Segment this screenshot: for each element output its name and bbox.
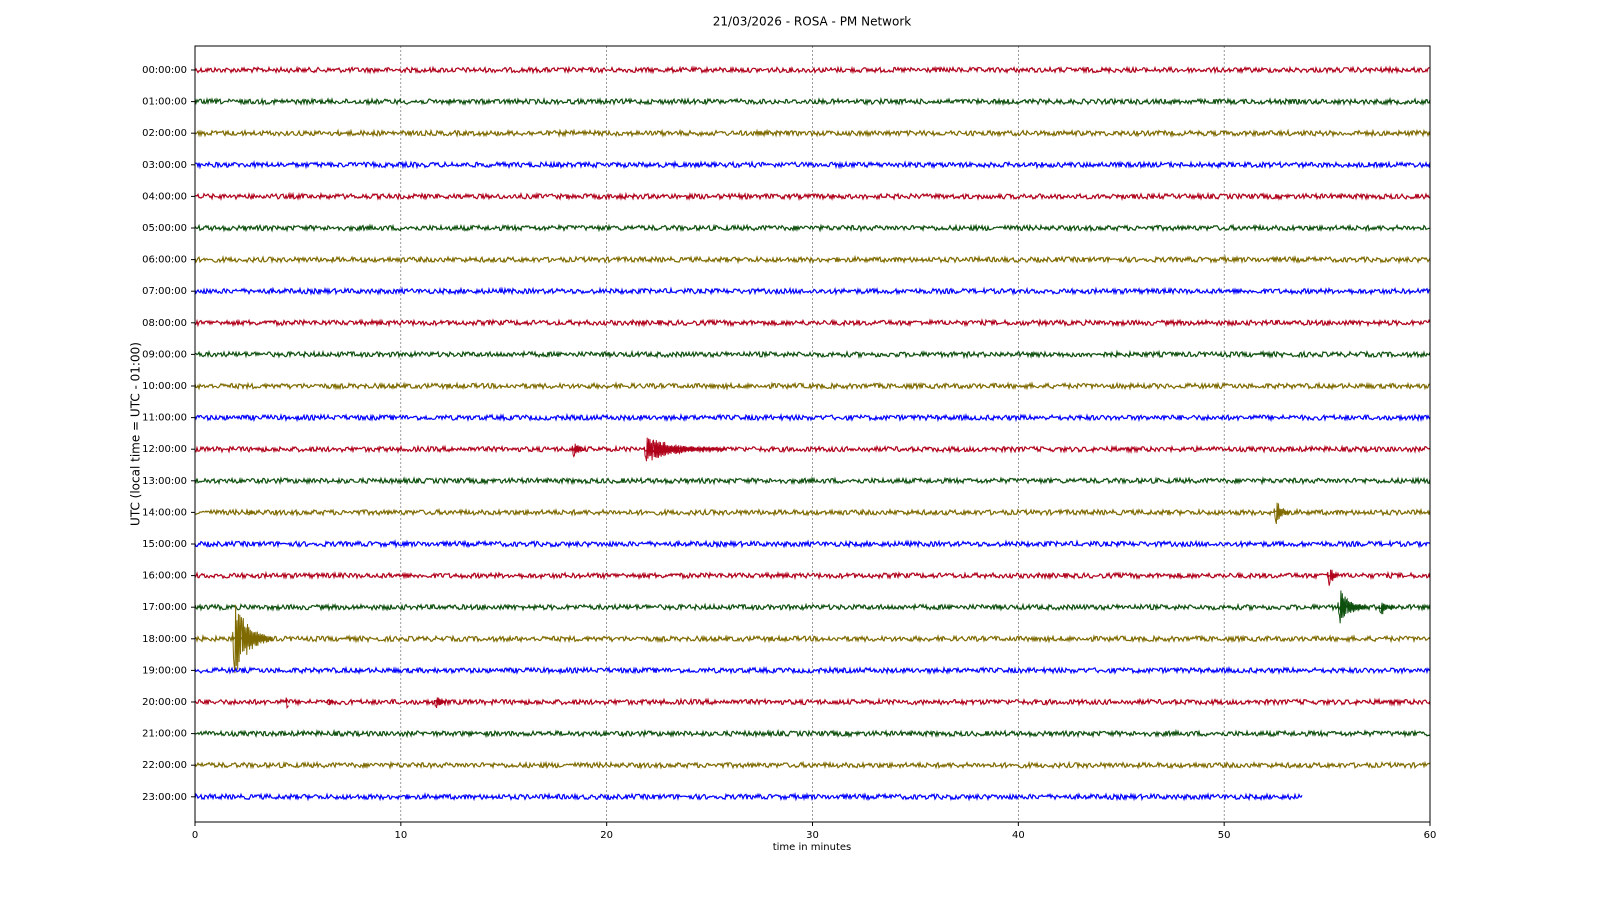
trace xyxy=(194,728,1431,739)
trace xyxy=(194,254,1431,265)
seismic-event xyxy=(1326,569,1338,586)
trace xyxy=(194,223,1431,233)
y-tick-label: 04:00:00 xyxy=(142,191,187,202)
trace xyxy=(194,697,1431,707)
x-tick-label: 0 xyxy=(192,830,198,841)
y-tick-label: 09:00:00 xyxy=(142,349,187,360)
trace xyxy=(194,349,1431,360)
y-tick-label: 15:00:00 xyxy=(142,539,187,550)
y-tick-label: 10:00:00 xyxy=(142,381,187,392)
seismic-event xyxy=(1273,502,1291,525)
trace xyxy=(194,665,1431,676)
x-tick-label: 10 xyxy=(394,830,407,841)
y-tick-label: 02:00:00 xyxy=(142,128,187,139)
y-tick-label: 21:00:00 xyxy=(142,729,187,740)
y-tick-label: 22:00:00 xyxy=(142,760,187,771)
seismic-event xyxy=(231,604,274,674)
x-tick-label: 60 xyxy=(1424,830,1437,841)
seismic-event xyxy=(1336,590,1369,624)
seismic-event xyxy=(1377,602,1396,615)
y-tick-label: 03:00:00 xyxy=(142,160,187,171)
seismic-event xyxy=(571,443,585,458)
y-tick-label: 18:00:00 xyxy=(142,634,187,645)
seismic-event xyxy=(643,437,727,462)
trace xyxy=(194,317,1431,328)
seismic-event xyxy=(246,509,255,516)
seismic-event xyxy=(325,699,335,706)
seismic-event xyxy=(433,697,447,709)
trace xyxy=(194,412,1431,423)
trace xyxy=(194,476,1431,486)
y-tick-label: 17:00:00 xyxy=(142,602,187,613)
trace xyxy=(194,128,1431,138)
trace xyxy=(194,65,1431,75)
y-tick-label: 11:00:00 xyxy=(142,413,187,424)
y-tick-label: 14:00:00 xyxy=(142,507,187,518)
trace xyxy=(194,191,1431,202)
y-axis-label: UTC (local time = UTC - 01:00) xyxy=(129,342,143,526)
y-tick-label: 16:00:00 xyxy=(142,571,187,582)
y-tick-label: 19:00:00 xyxy=(142,665,187,676)
trace xyxy=(194,96,1431,107)
x-tick-label: 40 xyxy=(1012,830,1025,841)
y-tick-label: 08:00:00 xyxy=(142,318,187,329)
y-tick-label: 20:00:00 xyxy=(142,697,187,708)
x-axis-label: time in minutes xyxy=(773,842,852,853)
y-tick-label: 06:00:00 xyxy=(142,255,187,266)
seismic-event xyxy=(285,697,289,709)
trace xyxy=(194,159,1431,170)
x-tick-label: 50 xyxy=(1218,830,1231,841)
chart-title: 21/03/2026 - ROSA - PM Network xyxy=(713,15,911,29)
y-tick-label: 07:00:00 xyxy=(142,286,187,297)
trace xyxy=(194,444,1431,454)
trace xyxy=(194,633,1431,644)
y-tick-label: 12:00:00 xyxy=(142,444,187,455)
y-tick-label: 01:00:00 xyxy=(142,97,187,108)
y-tick-label: 13:00:00 xyxy=(142,476,187,487)
trace xyxy=(194,539,1431,549)
plot-frame xyxy=(194,45,1431,823)
y-tick-label: 23:00:00 xyxy=(142,792,187,803)
x-tick-label: 20 xyxy=(600,830,613,841)
trace xyxy=(194,381,1431,391)
trace xyxy=(194,507,1431,518)
trace xyxy=(194,760,1431,770)
trace xyxy=(194,570,1431,581)
y-tick-label: 00:00:00 xyxy=(142,65,187,76)
y-tick-label: 05:00:00 xyxy=(142,223,187,234)
x-tick-label: 30 xyxy=(806,830,819,841)
trace xyxy=(194,602,1431,613)
trace xyxy=(194,791,1303,802)
trace xyxy=(194,286,1431,296)
